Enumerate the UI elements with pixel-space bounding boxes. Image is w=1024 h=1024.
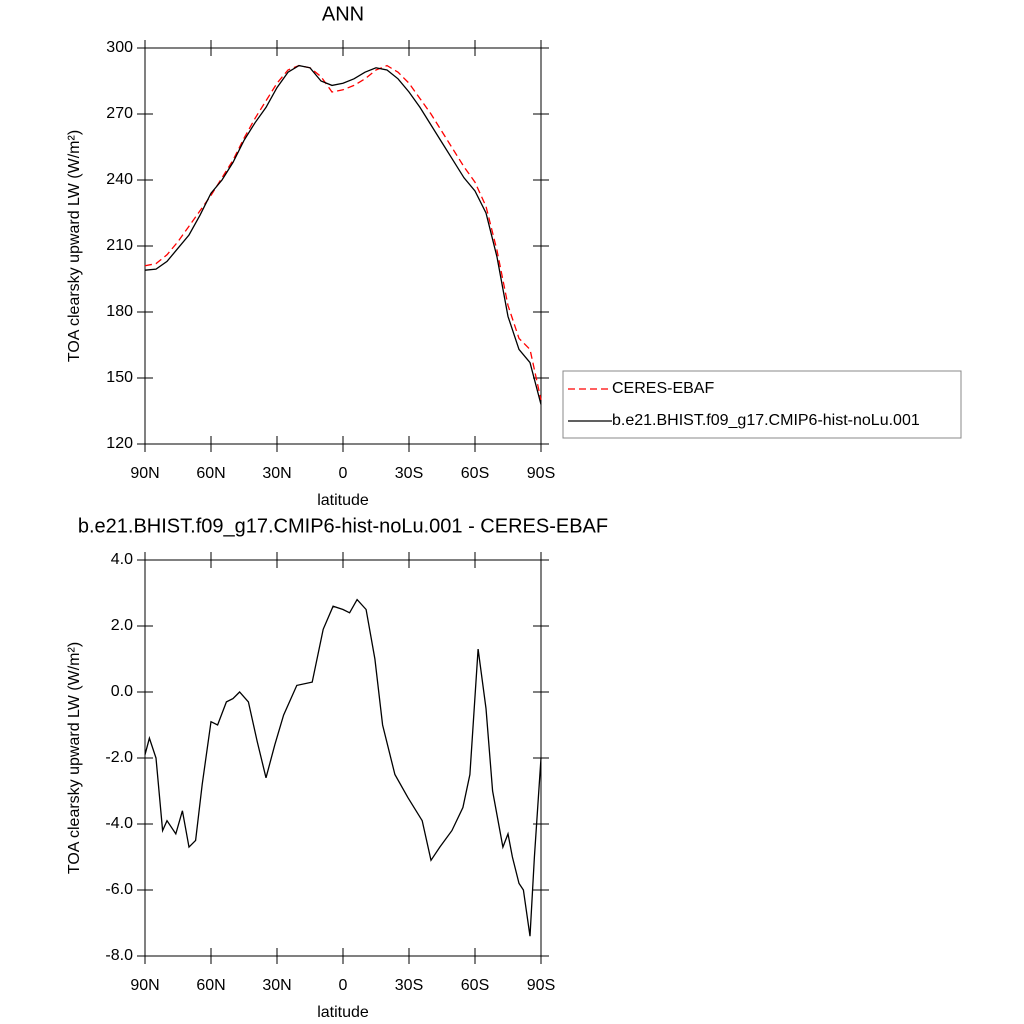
y-axis-label: TOA clearsky upward LW (W/m²)	[66, 642, 83, 874]
x-tick-label: 90S	[527, 977, 555, 994]
x-tick-label: 90S	[527, 465, 555, 482]
y-tick-label: 2.0	[111, 617, 133, 634]
y-tick-label: 150	[106, 369, 133, 386]
y-tick-label: -8.0	[105, 947, 133, 964]
legend-label: CERES-EBAF	[612, 380, 714, 397]
x-tick-label: 90N	[130, 465, 159, 482]
x-tick-label: 30S	[395, 977, 423, 994]
chart-title: ANN	[322, 3, 364, 25]
legend-box	[562, 370, 962, 439]
x-tick-label: 30S	[395, 465, 423, 482]
y-tick-label: 270	[106, 105, 133, 122]
plot-frame	[144, 47, 542, 445]
y-tick-label: -2.0	[105, 749, 133, 766]
y-tick-label: 300	[106, 39, 133, 56]
data-line	[144, 598, 542, 937]
x-tick-label: 60S	[461, 977, 489, 994]
y-tick-label: 180	[106, 303, 133, 320]
x-tick-label: 0	[339, 977, 348, 994]
y-tick-label: 0.0	[111, 683, 133, 700]
y-tick-label: -6.0	[105, 881, 133, 898]
x-tick-label: 60N	[196, 977, 225, 994]
y-axis-label: TOA clearsky upward LW (W/m²)	[66, 130, 83, 362]
x-axis-label: latitude	[317, 492, 369, 509]
plot-frame	[144, 559, 542, 957]
legend-label: b.e21.BHIST.f09_g17.CMIP6-hist-noLu.001	[612, 412, 920, 429]
x-tick-label: 60S	[461, 465, 489, 482]
y-tick-label: 120	[106, 435, 133, 452]
x-axis-label: latitude	[317, 1004, 369, 1021]
x-tick-label: 30N	[262, 465, 291, 482]
data-line	[144, 64, 542, 401]
x-tick-label: 60N	[196, 465, 225, 482]
y-tick-label: 210	[106, 237, 133, 254]
chart-title: b.e21.BHIST.f09_g17.CMIP6-hist-noLu.001 …	[78, 515, 608, 537]
x-tick-label: 30N	[262, 977, 291, 994]
y-tick-label: 240	[106, 171, 133, 188]
y-tick-label: 4.0	[111, 551, 133, 568]
x-tick-label: 90N	[130, 977, 159, 994]
y-tick-label: -4.0	[105, 815, 133, 832]
x-tick-label: 0	[339, 465, 348, 482]
data-line	[144, 64, 542, 405]
